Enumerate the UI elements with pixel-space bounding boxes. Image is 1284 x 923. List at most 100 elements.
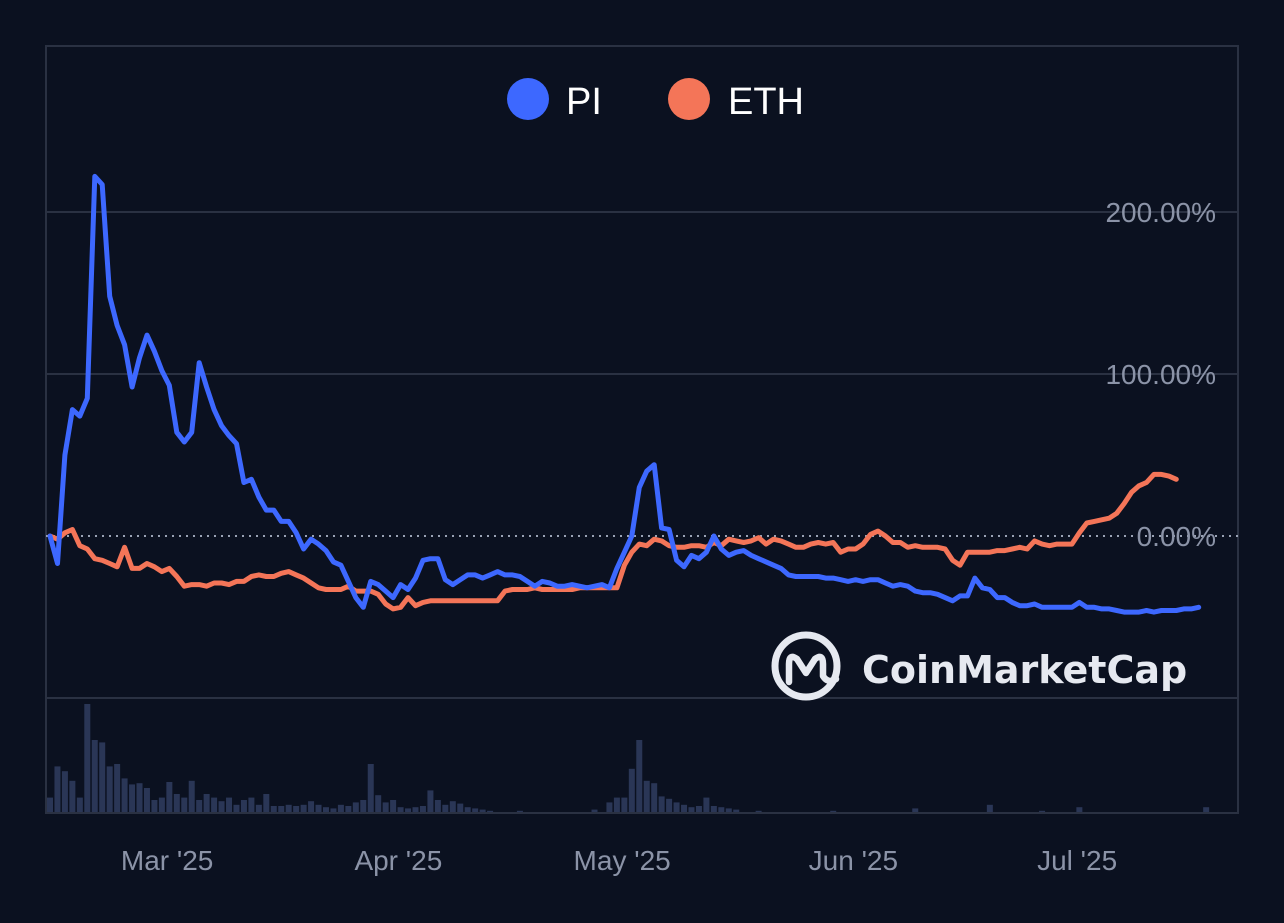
volume-bar — [457, 803, 464, 812]
volume-bar — [158, 797, 165, 812]
volume-bar — [390, 800, 397, 812]
volume-bar — [606, 802, 613, 812]
volume-bar — [397, 807, 404, 812]
volume-bar — [412, 807, 419, 812]
volume-bar — [196, 800, 203, 812]
volume-bar — [695, 806, 702, 812]
volume-bar — [211, 797, 218, 812]
volume-bar — [337, 804, 344, 812]
volume-bar — [688, 807, 695, 812]
volume-bar — [240, 800, 247, 812]
volume-bar — [166, 782, 173, 812]
y-tick-label: 200.00% — [1105, 197, 1216, 228]
volume-bar — [442, 804, 449, 812]
volume-bar — [91, 740, 98, 812]
volume-bar — [255, 804, 262, 812]
coinmarketcap-logo-text: CoinMarketCap — [862, 648, 1187, 692]
y-axis-labels: 200.00% 100.00% 0.00% — [1105, 197, 1216, 552]
volume-bar — [173, 794, 180, 812]
legend-label-eth[interactable]: ETH — [728, 81, 804, 123]
volume-bar — [188, 780, 195, 812]
volume-bar — [181, 797, 188, 812]
volume-bar — [658, 796, 665, 812]
volume-bar — [636, 740, 643, 812]
series-line-pi[interactable] — [47, 173, 1202, 615]
plot-frame — [45, 45, 1239, 814]
volume-bar — [405, 808, 412, 812]
volume-bar — [725, 808, 732, 812]
x-tick-label: Mar '25 — [121, 845, 214, 876]
volume-bar — [360, 800, 367, 812]
volume-bar — [54, 766, 61, 812]
x-tick-label: Jun '25 — [809, 845, 898, 876]
volume-bar — [1039, 810, 1046, 812]
volume-bar — [322, 807, 329, 812]
volume-bar — [621, 797, 628, 812]
volume-bar — [613, 797, 620, 812]
volume-bar — [434, 800, 441, 812]
series-lines — [47, 173, 1202, 615]
volume-bar — [912, 808, 919, 812]
volume-bar — [121, 778, 128, 812]
volume-bar — [84, 704, 91, 812]
volume-bar — [285, 804, 292, 812]
volume-bar — [248, 797, 255, 812]
legend-dot-eth — [668, 78, 710, 120]
volume-bar — [106, 766, 113, 812]
volume-bar — [203, 794, 210, 812]
volume-bar — [382, 802, 389, 812]
volume-bar — [755, 810, 762, 812]
volume-bar — [1076, 807, 1083, 812]
volume-bar — [516, 810, 523, 812]
y-tick-label: 0.00% — [1137, 521, 1216, 552]
volume-bar — [270, 806, 277, 812]
volume-bar — [233, 804, 240, 812]
volume-bar — [278, 806, 285, 812]
volume-bar — [673, 802, 680, 812]
volume-bar — [315, 804, 322, 812]
volume-bar — [61, 771, 68, 812]
volume-bar — [464, 807, 471, 812]
legend: PI ETH — [507, 78, 804, 123]
volume-bar — [733, 809, 740, 812]
x-tick-label: Jul '25 — [1037, 845, 1117, 876]
volume-bar — [99, 742, 106, 812]
volume-bar — [643, 780, 650, 812]
volume-bar — [375, 795, 382, 812]
volume-bar — [419, 806, 426, 812]
legend-label-pi[interactable]: PI — [566, 81, 602, 123]
volume-bar — [226, 797, 233, 812]
coinmarketcap-watermark: CoinMarketCap — [771, 631, 1187, 701]
volume-bar — [345, 806, 352, 812]
x-axis-labels: Mar '25 Apr '25 May '25 Jun '25 Jul '25 — [121, 845, 1117, 876]
volume-bar — [308, 801, 315, 812]
volume-bar — [718, 807, 725, 812]
x-tick-label: Apr '25 — [354, 845, 442, 876]
volume-bar — [47, 797, 53, 812]
volume-bar — [129, 784, 136, 812]
volume-bar — [628, 768, 635, 812]
volume-bar — [76, 797, 83, 812]
volume-bar — [651, 783, 658, 812]
volume-bars — [47, 704, 1210, 812]
legend-dot-pi — [507, 78, 549, 120]
volume-bar — [143, 788, 150, 812]
volume-bar — [136, 783, 143, 812]
volume-bar — [263, 794, 270, 812]
series-line-eth[interactable] — [47, 471, 1179, 612]
volume-bar — [449, 801, 456, 812]
volume-bar — [330, 808, 337, 812]
volume-bar — [1203, 807, 1210, 812]
volume-bar — [151, 800, 158, 812]
volume-bar — [472, 808, 479, 812]
volume-bar — [427, 790, 434, 812]
volume-bar — [352, 802, 359, 812]
volume-bar — [114, 764, 121, 812]
volume-bar — [703, 797, 710, 812]
volume-bar — [681, 804, 688, 812]
volume-bar — [293, 806, 300, 812]
volume-bar — [218, 801, 225, 812]
volume-bar — [830, 810, 837, 812]
volume-bar — [710, 806, 717, 812]
